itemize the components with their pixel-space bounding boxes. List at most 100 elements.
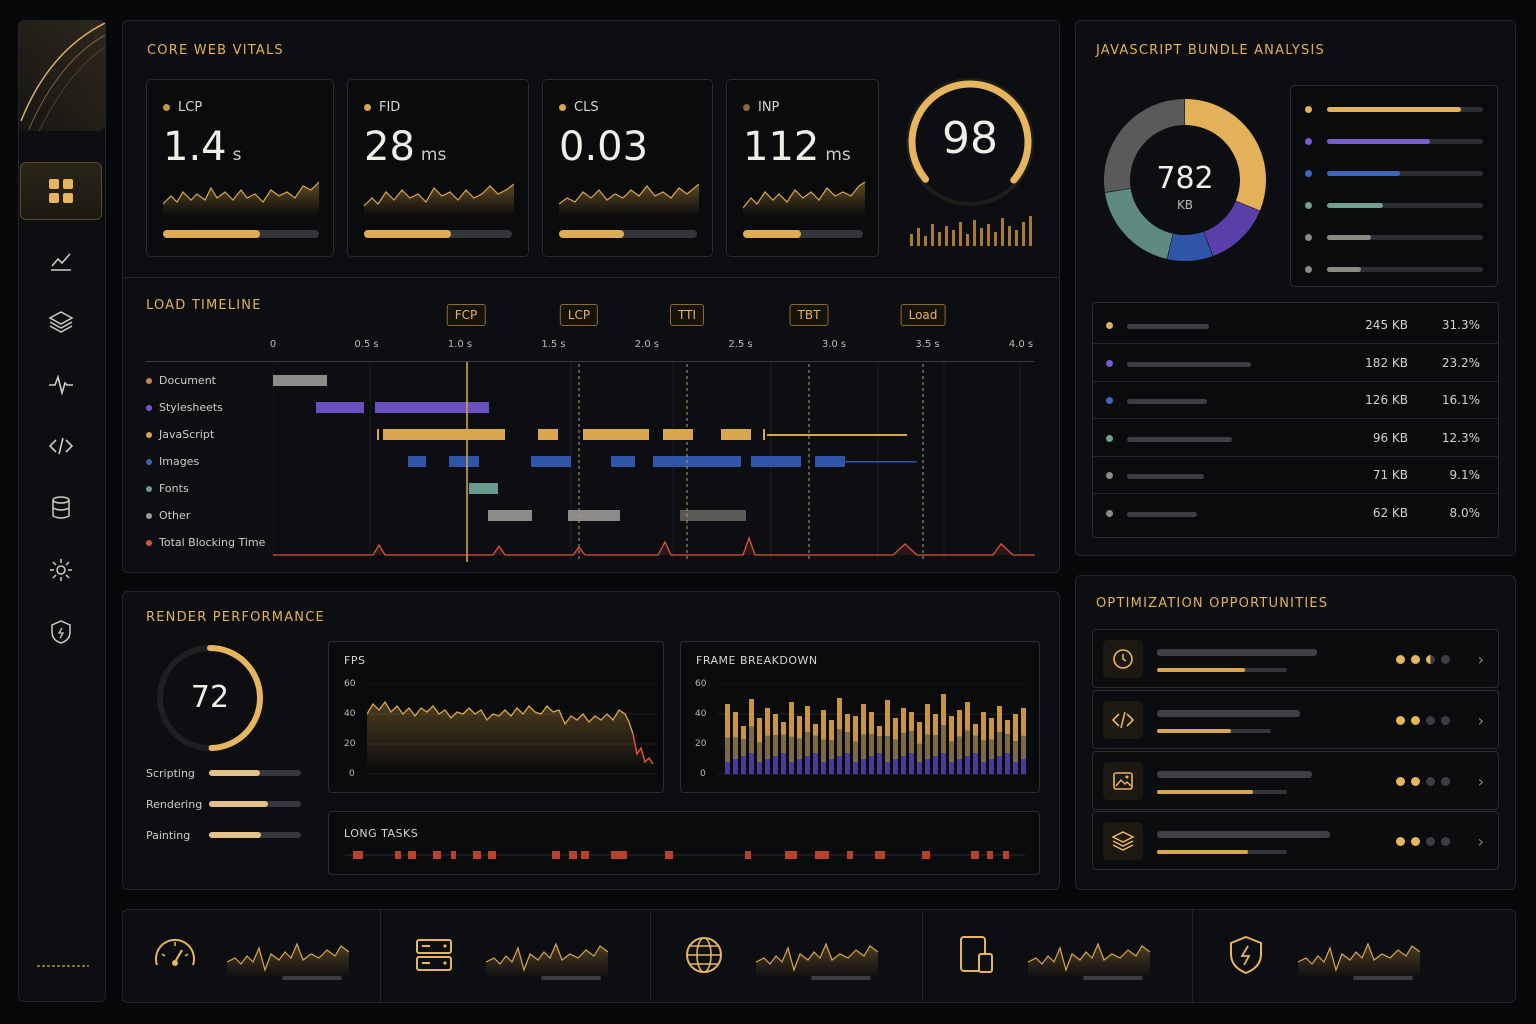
vital-label: INP <box>758 100 780 115</box>
footer-metric[interactable] <box>650 910 922 1002</box>
pulse-icon <box>49 374 73 397</box>
timeline-marker-tti[interactable]: TTI <box>670 304 704 326</box>
frame-bar-segment <box>829 759 834 774</box>
y-tick: 40 <box>344 709 356 719</box>
timeline-marker-load[interactable]: Load <box>900 304 946 326</box>
frame-bar-segment <box>925 704 930 735</box>
nav-dashboard[interactable] <box>20 162 102 220</box>
module-name-placeholder <box>1127 399 1207 405</box>
frame-bar-segment <box>917 743 922 762</box>
bundle-row[interactable]: 182 KB 23.2% <box>1093 345 1498 382</box>
chevron-right-icon[interactable]: › <box>1477 650 1484 669</box>
stylesheet-bar <box>316 402 364 413</box>
frame-bar-segment <box>925 759 930 774</box>
frame-bar-segment <box>805 706 810 733</box>
frame-bar-segment <box>893 739 898 759</box>
footer-metric[interactable] <box>1192 910 1516 1002</box>
donut-slice[interactable] <box>1105 188 1174 259</box>
legend-dot <box>146 539 152 546</box>
footer-metric[interactable] <box>122 910 380 1002</box>
module-percent: 9.1% <box>1449 468 1481 483</box>
javascript-bar <box>383 429 505 440</box>
timeline-axis-line <box>146 361 1034 362</box>
legend-dot <box>146 485 152 492</box>
vital-unit: ms <box>825 145 851 165</box>
item-title-placeholder <box>1157 710 1300 717</box>
nav-settings[interactable] <box>20 541 102 599</box>
optimization-item[interactable]: › <box>1092 690 1499 749</box>
fps-line <box>367 684 657 775</box>
timeline-row-label: Images <box>146 455 199 468</box>
nav-security[interactable] <box>20 603 102 661</box>
chevron-right-icon[interactable]: › <box>1477 832 1484 851</box>
timeline-marker-tbt[interactable]: TBT <box>789 304 829 326</box>
y-tick: 20 <box>344 739 356 749</box>
nav-trends[interactable] <box>20 232 102 290</box>
footer-metric[interactable] <box>922 910 1192 1002</box>
nav-layers[interactable] <box>20 293 102 351</box>
chevron-right-icon[interactable]: › <box>1477 711 1484 730</box>
frame-bar-segment <box>733 712 738 738</box>
nav-code[interactable] <box>20 417 102 475</box>
frame-bar-segment <box>749 699 754 727</box>
frame-bar-segment <box>933 714 938 735</box>
vital-card-lcp[interactable]: LCP 1.4 s <box>146 79 334 257</box>
bundle-row[interactable]: 245 KB 31.3% <box>1093 307 1498 344</box>
nav-database[interactable] <box>20 479 102 537</box>
frame-bar-segment <box>797 738 802 759</box>
render-score-value: 72 <box>190 680 230 715</box>
frame-bar-segment <box>885 736 890 762</box>
priority-rating <box>1396 837 1450 846</box>
frame-bar-segment <box>877 736 882 753</box>
bundle-row[interactable]: 62 KB 8.0% <box>1093 495 1498 532</box>
vital-card-fid[interactable]: FID 28 ms <box>347 79 529 257</box>
vital-card-inp[interactable]: INP 112 ms <box>726 79 879 257</box>
timeline-marker-lcp[interactable]: LCP <box>559 304 599 326</box>
frame-bar-segment <box>749 726 754 753</box>
vital-progress <box>559 230 697 238</box>
bundle-donut-chart <box>1104 99 1266 261</box>
frame-bar-segment <box>1021 759 1026 774</box>
vital-card-cls[interactable]: CLS 0.03 <box>542 79 713 257</box>
frame-bar-segment <box>853 762 858 774</box>
total-blocking-time-line <box>273 536 1035 556</box>
nav-activity[interactable] <box>20 355 102 413</box>
frame-bar-segment <box>869 712 874 735</box>
frame-bar-segment <box>1021 735 1026 759</box>
legend-bar <box>1327 107 1483 112</box>
donut-slice[interactable] <box>1203 200 1260 256</box>
frame-bar-segment <box>909 753 914 774</box>
bundle-row[interactable]: 126 KB 16.1% <box>1093 382 1498 420</box>
timeline-tick: 2.5 s <box>728 339 753 350</box>
other-bar <box>568 510 620 521</box>
donut-slice[interactable] <box>1104 99 1186 193</box>
timeline-marker-fcp[interactable]: FCP <box>446 304 486 326</box>
frame-bar-segment <box>997 732 1002 756</box>
frame-bar-segment <box>781 753 786 774</box>
frame-bar-segment <box>845 714 850 732</box>
image-icon <box>1113 772 1133 790</box>
frame-bar-segment <box>933 735 938 756</box>
legend-dot <box>1305 202 1312 209</box>
optimization-item[interactable]: › <box>1092 811 1499 870</box>
optimization-item[interactable]: › <box>1092 629 1499 688</box>
bundle-row[interactable]: 71 KB 9.1% <box>1093 457 1498 495</box>
bundle-row[interactable]: 96 KB 12.3% <box>1093 420 1498 457</box>
vital-sparkline <box>559 183 699 216</box>
score-history-bars <box>910 216 1032 246</box>
frame-bar-segment <box>821 739 826 762</box>
load-timeline-title: LOAD TIMELINE <box>146 298 262 313</box>
frame-bar-segment <box>749 753 754 774</box>
timeline-row-label: Other <box>146 509 190 522</box>
frame-bar-segment <box>989 718 994 740</box>
footer-metric[interactable] <box>380 910 650 1002</box>
chevron-right-icon[interactable]: › <box>1477 772 1484 791</box>
frame-bar-segment <box>965 702 970 731</box>
module-size: 182 KB <box>1365 355 1408 370</box>
item-title-placeholder <box>1157 831 1330 838</box>
donut-slice[interactable] <box>1184 99 1266 211</box>
donut-slice[interactable] <box>1167 231 1213 261</box>
frame-bar-segment <box>789 762 794 774</box>
optimization-item[interactable]: › <box>1092 751 1499 810</box>
module-name-placeholder <box>1127 436 1232 442</box>
